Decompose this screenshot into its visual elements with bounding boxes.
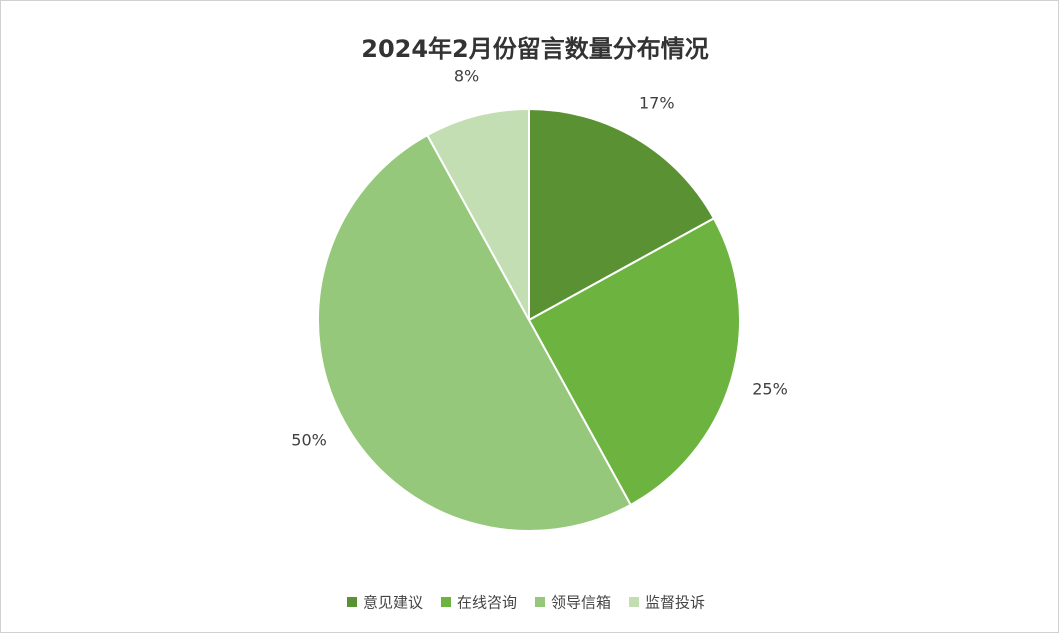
data-label: 25%	[752, 380, 788, 399]
pie-slice	[425, 107, 530, 321]
legend-swatch	[535, 597, 545, 607]
legend-label: 监督投诉	[645, 594, 705, 612]
legend-label: 意见建议	[363, 594, 423, 612]
data-label: 8%	[454, 66, 479, 85]
chart-title: 2024年2月份留言数量分布情况	[361, 35, 709, 63]
pie-slice	[528, 107, 716, 322]
legend-swatch	[441, 597, 451, 607]
legend-label: 领导信箱	[551, 594, 611, 612]
pie-slice	[527, 216, 741, 507]
data-label: 50%	[291, 430, 327, 449]
data-label: 17%	[639, 93, 675, 112]
legend-label: 在线咨询	[457, 594, 517, 612]
legend-swatch	[347, 597, 357, 607]
legend-swatch	[629, 597, 639, 607]
pie-slice	[317, 133, 633, 532]
